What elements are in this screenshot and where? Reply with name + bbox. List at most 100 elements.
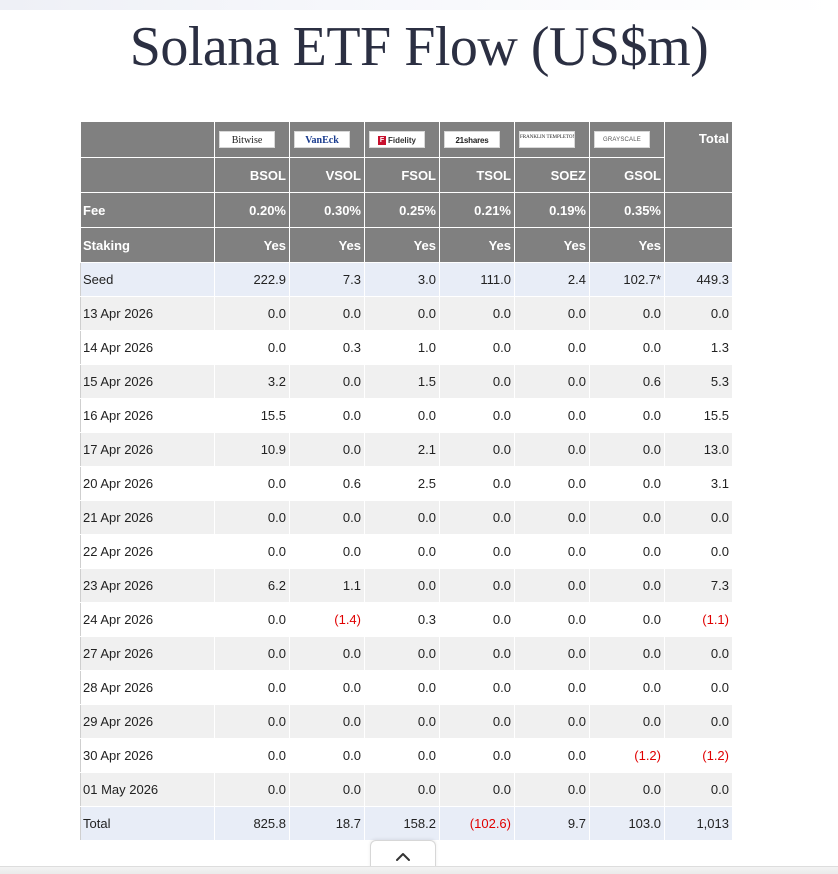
- issuer-logo-cell: VanEck: [289, 121, 365, 158]
- row-label: 21 Apr 2026: [80, 500, 215, 535]
- table-row: 17 Apr 2026 10.9 0.0 2.1 0.0 0.0 0.0 13.0: [80, 432, 733, 467]
- flow-value-cell: 0.0: [589, 636, 665, 671]
- flow-value-cell: 0.0: [364, 534, 440, 569]
- row-label: 17 Apr 2026: [80, 432, 215, 467]
- flow-value-cell: 158.2: [364, 806, 440, 841]
- flow-value-cell: 0.0: [439, 568, 515, 603]
- ticker-header: VSOL: [289, 157, 365, 193]
- flow-value-cell: 2.1: [364, 432, 440, 467]
- flow-value-cell: 1.0: [364, 330, 440, 365]
- row-label: 30 Apr 2026: [80, 738, 215, 773]
- issuer-logo-cell: Bitwise: [214, 121, 290, 158]
- ticker-header-row: BSOL VSOL FSOL TSOL SOEZ GSOL: [80, 157, 733, 193]
- row-label: 24 Apr 2026: [80, 602, 215, 637]
- flow-value-cell: 0.0: [214, 602, 290, 637]
- flow-value-cell: 0.0: [364, 636, 440, 671]
- table-row: 29 Apr 2026 0.0 0.0 0.0 0.0 0.0 0.0 0.0: [80, 704, 733, 739]
- flow-value-cell: (102.6): [439, 806, 515, 841]
- flow-value-cell: 3.0: [364, 262, 440, 297]
- total-row: Total 825.8 18.7 158.2 (102.6) 9.7 103.0 1,013: [80, 806, 733, 841]
- flow-value-cell: 0.0: [289, 704, 365, 739]
- row-label: 15 Apr 2026: [80, 364, 215, 399]
- row-label: 13 Apr 2026: [80, 296, 215, 331]
- row-total-cell: 13.0: [664, 432, 733, 467]
- row-label: Seed: [80, 262, 215, 297]
- row-total-cell: (1.1): [664, 602, 733, 637]
- staking-value: Yes: [289, 227, 365, 263]
- row-total-cell: 0.0: [664, 296, 733, 331]
- total-column-header: Total: [664, 121, 733, 193]
- flow-value-cell: 0.0: [289, 296, 365, 331]
- row-total-cell: 0.0: [664, 772, 733, 807]
- top-gradient-band: [0, 0, 838, 10]
- flow-value-cell: 0.0: [289, 670, 365, 705]
- flow-value-cell: 0.0: [214, 738, 290, 773]
- page-title: Solana ETF Flow (US$m): [129, 16, 709, 78]
- flow-value-cell: 0.0: [439, 534, 515, 569]
- ticker-header: TSOL: [439, 157, 515, 193]
- flow-value-cell: 0.0: [514, 738, 590, 773]
- flow-value-cell: 0.0: [589, 398, 665, 433]
- fidelity-logo-icon: F Fidelity: [369, 131, 425, 149]
- row-total-cell: 15.5: [664, 398, 733, 433]
- fee-value: 0.19%: [514, 192, 590, 228]
- row-label: 16 Apr 2026: [80, 398, 215, 433]
- flow-value-cell: 3.2: [214, 364, 290, 399]
- table-row: 16 Apr 2026 15.5 0.0 0.0 0.0 0.0 0.0 15.5: [80, 398, 733, 433]
- flow-value-cell: 103.0: [589, 806, 665, 841]
- flow-value-cell: 6.2: [214, 568, 290, 603]
- staking-label: Staking: [80, 227, 215, 263]
- flow-value-cell: 0.0: [214, 704, 290, 739]
- flow-value-cell: 0.0: [439, 602, 515, 637]
- flow-value-cell: 0.0: [214, 296, 290, 331]
- flow-value-cell: 0.0: [514, 636, 590, 671]
- flow-value-cell: 0.0: [214, 330, 290, 365]
- row-total-cell: 0.0: [664, 534, 733, 569]
- flow-value-cell: 0.0: [514, 330, 590, 365]
- seed-row: Seed 222.9 7.3 3.0 111.0 2.4 102.7* 449.3: [80, 262, 733, 297]
- row-total-cell: 5.3: [664, 364, 733, 399]
- row-total-cell: 0.0: [664, 704, 733, 739]
- flow-value-cell: 0.0: [289, 738, 365, 773]
- flow-value-cell: 0.0: [364, 670, 440, 705]
- flow-value-cell: 7.3: [289, 262, 365, 297]
- flow-value-cell: 0.6: [289, 466, 365, 501]
- 21shares-logo-icon: 21shares: [444, 131, 500, 149]
- flow-value-cell: 0.0: [439, 432, 515, 467]
- flow-value-cell: 0.0: [214, 534, 290, 569]
- fee-label: Fee: [80, 192, 215, 228]
- flow-value-cell: 0.0: [589, 296, 665, 331]
- row-label: 01 May 2026: [80, 772, 215, 807]
- table-row: 15 Apr 2026 3.2 0.0 1.5 0.0 0.0 0.6 5.3: [80, 364, 733, 399]
- row-total-cell: 1,013: [664, 806, 733, 841]
- row-total-cell: 0.0: [664, 636, 733, 671]
- row-total-cell: 0.0: [664, 500, 733, 535]
- flow-value-cell: 0.0: [589, 432, 665, 467]
- flow-value-cell: 0.0: [289, 500, 365, 535]
- etf-flow-table: Bitwise VanEck F Fidelity 21shares FRANKL…: [80, 121, 733, 841]
- fee-value: 0.25%: [364, 192, 440, 228]
- table-row: 23 Apr 2026 6.2 1.1 0.0 0.0 0.0 0.0 7.3: [80, 568, 733, 603]
- flow-table-body: Seed 222.9 7.3 3.0 111.0 2.4 102.7* 449.3 13 Apr…: [80, 262, 733, 841]
- row-label: 23 Apr 2026: [80, 568, 215, 603]
- staking-value: Yes: [364, 227, 440, 263]
- table-row: 13 Apr 2026 0.0 0.0 0.0 0.0 0.0 0.0 0.0: [80, 296, 733, 331]
- flow-value-cell: 0.0: [514, 432, 590, 467]
- flow-value-cell: 0.0: [514, 364, 590, 399]
- staking-value: Yes: [514, 227, 590, 263]
- table-row: 22 Apr 2026 0.0 0.0 0.0 0.0 0.0 0.0 0.0: [80, 534, 733, 569]
- row-label: 22 Apr 2026: [80, 534, 215, 569]
- issuer-logo-cell: FRANKLIN TEMPLETON: [514, 121, 590, 158]
- flow-value-cell: 0.3: [289, 330, 365, 365]
- flow-value-cell: 0.0: [364, 738, 440, 773]
- flow-value-cell: 0.0: [439, 296, 515, 331]
- flow-value-cell: 0.0: [514, 670, 590, 705]
- flow-value-cell: 0.0: [289, 364, 365, 399]
- flow-value-cell: 0.0: [214, 466, 290, 501]
- flow-value-cell: 0.0: [514, 772, 590, 807]
- fee-value: 0.35%: [589, 192, 665, 228]
- row-label: 14 Apr 2026: [80, 330, 215, 365]
- flow-value-cell: 825.8: [214, 806, 290, 841]
- flow-value-cell: 102.7*: [589, 262, 665, 297]
- flow-value-cell: 0.0: [289, 772, 365, 807]
